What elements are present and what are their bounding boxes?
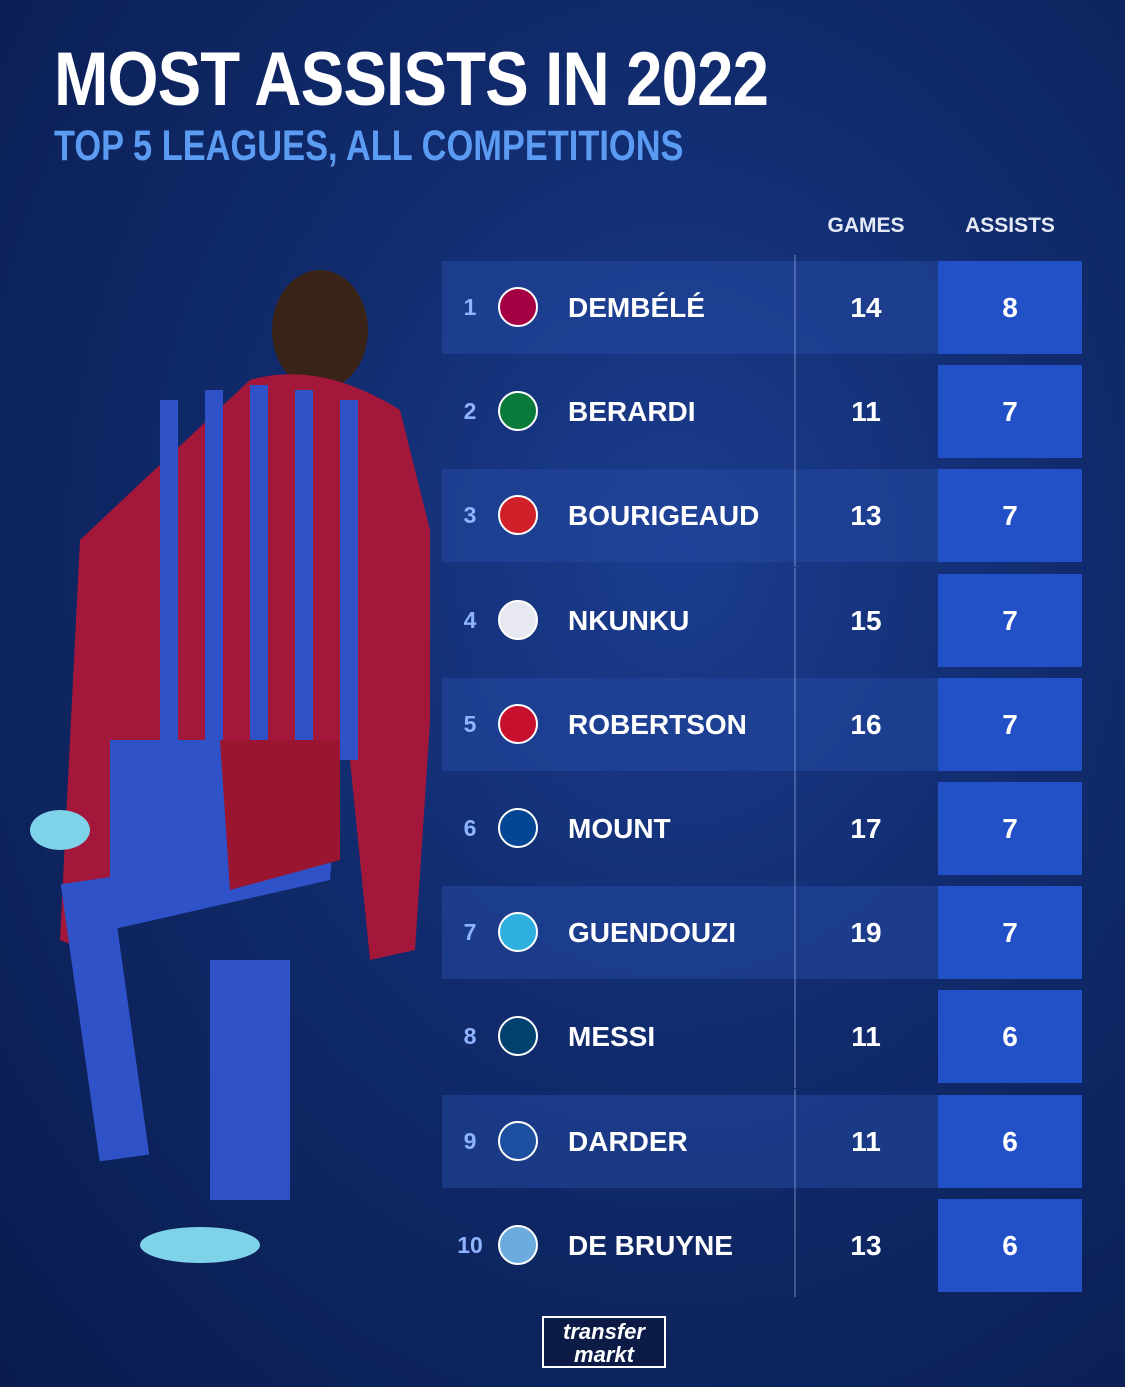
assists-cell-bg xyxy=(938,677,1082,771)
club-crest xyxy=(498,703,538,744)
table-row: 3 BOURIGEAUD 13 7 xyxy=(442,463,1082,568)
rank: 5 xyxy=(463,710,477,737)
table-row: 9 DARDER 11 6 xyxy=(442,1088,1082,1193)
assists: 6 xyxy=(1002,1229,1018,1261)
games: 15 xyxy=(850,604,882,636)
club-crest xyxy=(498,1016,538,1057)
assists: 6 xyxy=(1002,1021,1018,1053)
assists: 7 xyxy=(1002,708,1018,740)
rank: 7 xyxy=(463,919,477,946)
player-name: BERARDI xyxy=(568,396,696,428)
column-divider xyxy=(794,880,796,985)
column-header: ASSISTS xyxy=(965,214,1055,237)
games: 19 xyxy=(850,917,882,949)
games: 13 xyxy=(850,1229,882,1261)
player-name: MESSI xyxy=(568,1021,656,1053)
rank: 1 xyxy=(463,294,477,320)
column-divider xyxy=(794,359,796,464)
assists-cell-bg xyxy=(938,886,1082,980)
player-name: BOURIGEAUD xyxy=(568,500,760,532)
assists: 7 xyxy=(1002,917,1018,949)
table-row: 7 GUENDOUZI 19 7 xyxy=(442,880,1082,985)
club-crest xyxy=(498,912,538,953)
assists-cell-bg xyxy=(938,261,1082,354)
rank: 8 xyxy=(463,1023,477,1050)
column-divider xyxy=(794,463,796,568)
games: 11 xyxy=(851,396,881,428)
assists: 6 xyxy=(1002,1125,1018,1157)
club-crest xyxy=(498,391,538,432)
assists-cell-bg xyxy=(938,1094,1082,1188)
column-divider xyxy=(794,255,796,359)
assists: 7 xyxy=(1002,813,1018,844)
table-row: 8 MESSI 11 6 xyxy=(442,984,1082,1089)
rank: 4 xyxy=(463,606,477,633)
player-illustration xyxy=(30,270,430,1263)
assists: 7 xyxy=(1002,500,1018,532)
logo: transfer markt xyxy=(542,1316,666,1368)
assists-cell-bg xyxy=(938,469,1082,563)
assists-cell-bg xyxy=(938,782,1082,875)
column-divider xyxy=(794,984,796,1089)
games: 11 xyxy=(851,1021,881,1053)
games: 13 xyxy=(850,500,882,532)
column-divider xyxy=(794,776,796,880)
title: MOST ASSISTS IN 2022 xyxy=(54,37,769,122)
games: 11 xyxy=(851,1125,881,1157)
table-row: 5 ROBERTSON 16 7 xyxy=(442,671,1082,776)
player-name: GUENDOUZI xyxy=(568,917,736,949)
assists-cell-bg xyxy=(938,365,1082,459)
table-row: 6 MOUNT 17 7 xyxy=(442,776,1082,880)
column-divider xyxy=(794,671,796,776)
player-name: MOUNT xyxy=(568,813,671,844)
assists-cell-bg xyxy=(938,990,1082,1084)
games: 14 xyxy=(850,292,882,323)
rank: 2 xyxy=(463,398,477,425)
logo-text: transfer xyxy=(563,1319,645,1344)
club-crest xyxy=(498,495,538,536)
player-name: ROBERTSON xyxy=(568,708,747,740)
club-crest xyxy=(498,599,538,640)
rank: 9 xyxy=(463,1127,477,1154)
rank: 3 xyxy=(463,502,477,529)
player-name: DEMBÉLÉ xyxy=(568,292,705,323)
player-name: DARDER xyxy=(568,1125,688,1157)
assists: 7 xyxy=(1002,396,1018,428)
assists-cell-bg xyxy=(938,573,1082,667)
table-row: 2 BERARDI 11 7 xyxy=(442,359,1082,464)
table-row: 1 DEMBÉLÉ 14 8 xyxy=(442,255,1082,359)
player-name: DE BRUYNE xyxy=(568,1229,733,1261)
assists-cell-bg xyxy=(938,1198,1082,1292)
club-crest xyxy=(498,1224,538,1265)
logo-text: markt xyxy=(574,1342,634,1367)
subtitle: TOP 5 LEAGUES, ALL COMPETITIONS xyxy=(54,122,684,170)
player-name: NKUNKU xyxy=(568,604,690,636)
club-crest xyxy=(498,287,538,327)
club-crest xyxy=(498,808,538,848)
column-divider xyxy=(794,1192,796,1297)
rank: 6 xyxy=(463,815,477,841)
assists: 8 xyxy=(1002,292,1018,323)
games: 16 xyxy=(850,708,882,740)
rank: 10 xyxy=(457,1231,483,1258)
table-row: 4 NKUNKU 15 7 xyxy=(442,567,1082,672)
club-crest xyxy=(498,1120,538,1161)
column-header: GAMES xyxy=(827,214,905,237)
column-divider xyxy=(794,1088,796,1193)
column-divider xyxy=(794,567,796,672)
games: 17 xyxy=(850,813,882,844)
table-row: 10 DE BRUYNE 13 6 xyxy=(442,1192,1082,1297)
assists: 7 xyxy=(1002,604,1018,636)
